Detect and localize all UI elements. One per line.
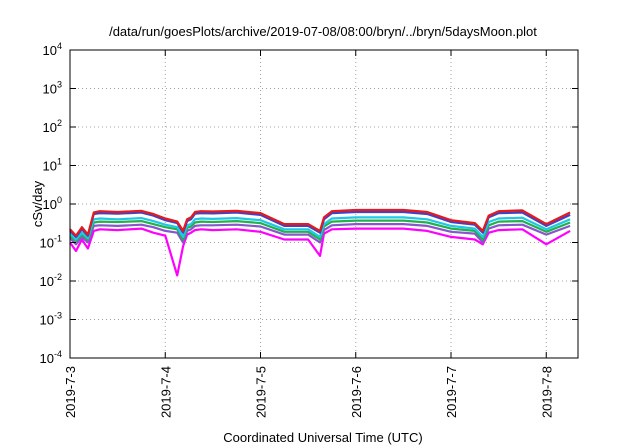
y-tick-label: 100: [43, 195, 62, 212]
y-axis-label: cSv/day: [30, 180, 45, 227]
x-axis-label: Coordinated Universal Time (UTC): [223, 430, 422, 445]
x-axis: 2019-7-3 2019-7-4 2019-7-5 2019-7-6 2019-7-7…: [63, 50, 554, 418]
x-tick-label: 2019-7-7: [444, 366, 459, 418]
y-tick-label: 104: [43, 41, 62, 58]
x-tick-label: 2019-7-5: [254, 366, 269, 418]
x-tick-label: 2019-7-8: [539, 366, 554, 418]
x-tick-label: 2019-7-3: [63, 366, 78, 418]
y-tick-label: 10-4: [40, 349, 62, 366]
x-tick-label: 2019-7-4: [158, 366, 173, 418]
chart-title: /data/run/goesPlots/archive/2019-07-08/0…: [109, 24, 537, 39]
plot-area: [69, 208, 571, 277]
series-line: [69, 216, 571, 241]
grid-lines: [70, 50, 578, 358]
series-line: [69, 223, 571, 246]
series-line: [69, 227, 571, 277]
series-line: [69, 210, 571, 238]
y-tick-label: 103: [43, 80, 62, 97]
x-tick-label: 2019-7-6: [349, 366, 364, 418]
series-line: [69, 208, 571, 237]
series-line: [69, 219, 571, 242]
y-tick-label: 10-2: [40, 272, 62, 289]
y-tick-label: 102: [43, 118, 62, 135]
y-tick-label: 101: [43, 157, 62, 174]
y-axis: 10-4 10-3 10-2 10-1 100 101 102 103 104: [40, 41, 578, 366]
y-tick-label: 10-3: [40, 311, 62, 328]
y-tick-label: 10-1: [40, 234, 62, 251]
